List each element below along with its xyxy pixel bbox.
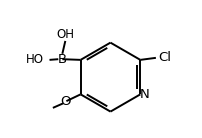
Text: B: B <box>58 53 67 66</box>
Text: OH: OH <box>56 28 74 41</box>
Text: O: O <box>60 95 70 108</box>
Text: Cl: Cl <box>158 51 171 64</box>
Text: HO: HO <box>26 53 44 66</box>
Text: N: N <box>140 88 149 101</box>
